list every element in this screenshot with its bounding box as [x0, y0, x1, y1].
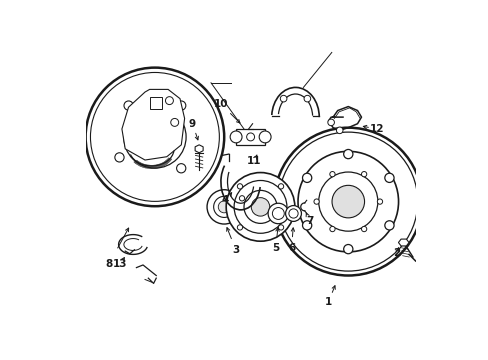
Circle shape	[280, 95, 286, 102]
Circle shape	[272, 207, 284, 219]
Circle shape	[144, 126, 165, 147]
Circle shape	[361, 171, 366, 177]
Circle shape	[176, 101, 185, 110]
Text: 1: 1	[324, 297, 331, 307]
Text: 2: 2	[393, 248, 400, 258]
Text: 4: 4	[222, 195, 229, 205]
Circle shape	[115, 153, 124, 162]
Text: 10: 10	[213, 99, 228, 109]
Circle shape	[234, 180, 286, 233]
Circle shape	[329, 171, 334, 177]
Circle shape	[176, 164, 185, 173]
Text: 8: 8	[105, 259, 112, 269]
Circle shape	[304, 95, 310, 102]
Circle shape	[206, 190, 241, 224]
Circle shape	[267, 203, 288, 224]
Circle shape	[237, 184, 242, 189]
Circle shape	[278, 184, 283, 189]
Circle shape	[123, 106, 186, 168]
Circle shape	[259, 131, 270, 143]
Circle shape	[313, 199, 319, 204]
Polygon shape	[122, 89, 184, 160]
Circle shape	[285, 206, 301, 221]
Text: 9: 9	[188, 119, 196, 129]
Circle shape	[297, 151, 398, 252]
Circle shape	[246, 133, 254, 141]
Circle shape	[165, 96, 173, 104]
Circle shape	[361, 226, 366, 232]
Circle shape	[218, 201, 230, 213]
Text: 11: 11	[246, 156, 261, 166]
Circle shape	[343, 149, 352, 159]
Circle shape	[85, 68, 224, 206]
Circle shape	[251, 198, 269, 216]
Circle shape	[327, 119, 334, 126]
Text: 3: 3	[232, 246, 239, 256]
Circle shape	[384, 221, 393, 230]
Polygon shape	[195, 145, 203, 153]
Circle shape	[377, 199, 382, 204]
Text: 13: 13	[112, 259, 127, 269]
Circle shape	[331, 185, 364, 218]
Circle shape	[244, 190, 276, 223]
Circle shape	[90, 72, 219, 201]
Circle shape	[239, 196, 244, 201]
Text: 5: 5	[271, 243, 279, 253]
Circle shape	[230, 131, 242, 143]
Circle shape	[278, 132, 417, 271]
Circle shape	[336, 127, 342, 134]
Circle shape	[302, 173, 311, 183]
Text: 12: 12	[369, 124, 384, 134]
Circle shape	[278, 225, 283, 230]
FancyBboxPatch shape	[149, 97, 161, 109]
Circle shape	[329, 226, 334, 232]
Circle shape	[288, 209, 298, 218]
Polygon shape	[398, 239, 408, 246]
Circle shape	[237, 225, 242, 230]
Circle shape	[384, 173, 393, 183]
Circle shape	[170, 118, 178, 126]
Circle shape	[302, 221, 311, 230]
Circle shape	[124, 101, 133, 110]
Circle shape	[135, 117, 174, 156]
Circle shape	[274, 128, 421, 275]
Circle shape	[318, 172, 377, 231]
Text: 7: 7	[305, 216, 313, 226]
Text: 6: 6	[287, 243, 295, 253]
Circle shape	[343, 244, 352, 254]
FancyBboxPatch shape	[236, 129, 264, 145]
Circle shape	[213, 196, 234, 217]
Circle shape	[226, 172, 294, 241]
